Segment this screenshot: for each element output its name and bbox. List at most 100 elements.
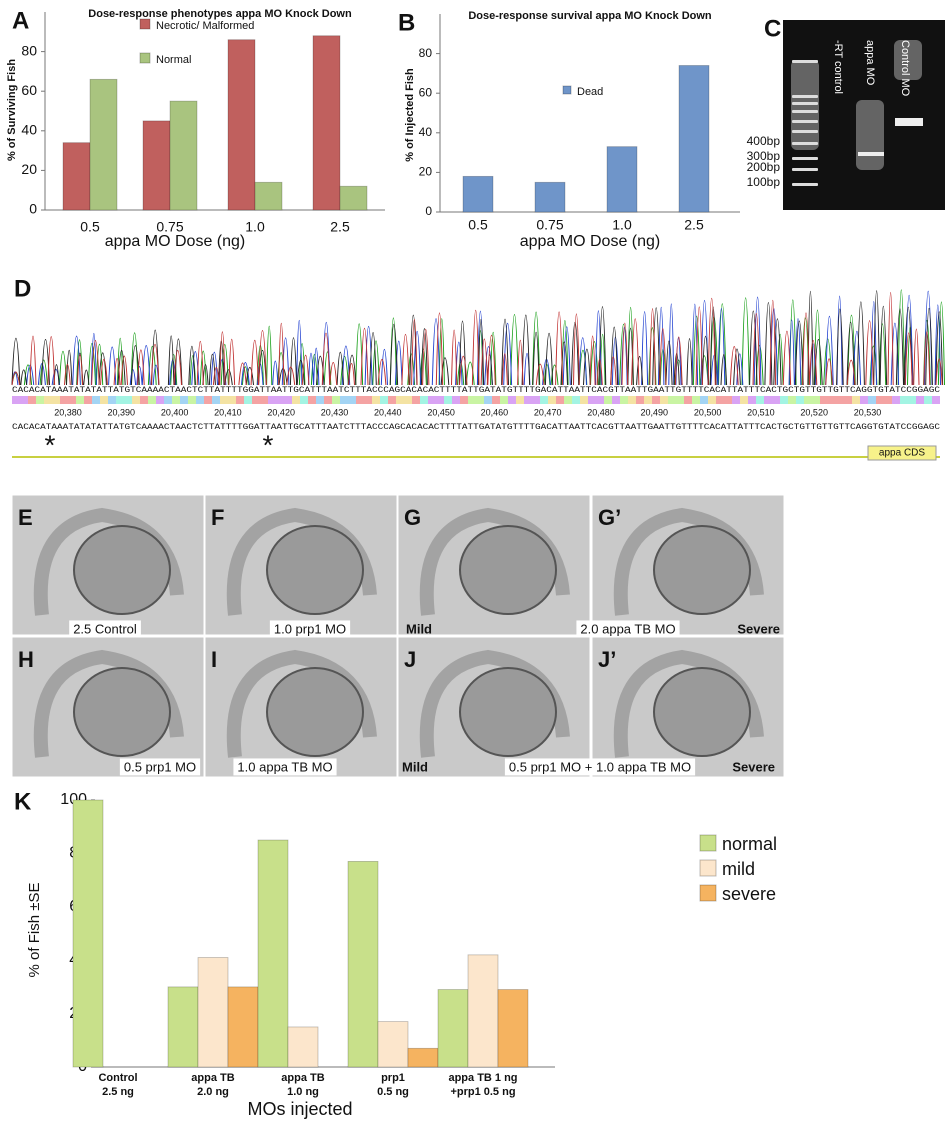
- x-tick-label: Control: [98, 1072, 137, 1084]
- gel-band: [792, 130, 818, 133]
- gel-lane-label: Control MO: [899, 40, 911, 97]
- translation-cell: [396, 396, 404, 404]
- panel-label: B: [398, 9, 415, 36]
- translation-cell: [916, 396, 924, 404]
- bar: [142, 120, 171, 211]
- translation-cell: [356, 396, 364, 404]
- bar: [227, 986, 259, 1068]
- position-label: 20,420: [267, 407, 295, 417]
- panel-label: K: [14, 788, 32, 815]
- embryo-yolk: [459, 667, 557, 757]
- translation-cell: [404, 396, 412, 404]
- gel-band: [858, 152, 884, 156]
- feature-box: [867, 445, 937, 461]
- gel-band: [792, 60, 818, 63]
- panel-label: J: [404, 647, 416, 672]
- image-caption: 1.0 appa TB MO: [237, 759, 332, 774]
- translation-cell: [612, 396, 620, 404]
- translation-cell: [572, 396, 580, 404]
- translation-cell: [140, 396, 148, 404]
- translation-cell: [460, 396, 468, 404]
- x-tick-label: 0.5: [468, 217, 488, 233]
- gel-band: [792, 110, 818, 113]
- position-label: 20,450: [427, 407, 455, 417]
- translation-cell: [676, 396, 684, 404]
- bar: [89, 78, 118, 211]
- translation-cell: [884, 396, 892, 404]
- translation-cell: [820, 396, 828, 404]
- translation-cell: [372, 396, 380, 404]
- panel-label: E: [18, 505, 33, 530]
- translation-cell: [500, 396, 508, 404]
- legend-swatch: [699, 859, 717, 877]
- embryo-yolk: [653, 667, 751, 757]
- caption-background: [69, 620, 141, 638]
- bar: [407, 1047, 439, 1068]
- y-axis-label: % of Surviving Fish: [6, 59, 18, 161]
- translation-cell: [76, 396, 84, 404]
- y-axis-label: % of Injected Fish: [404, 68, 416, 162]
- x-tick-label: 0.75: [156, 219, 183, 235]
- embryo-yolk: [73, 667, 171, 757]
- y-tick-label: 20: [419, 165, 433, 179]
- translation-cell: [788, 396, 796, 404]
- x-tick-label: 1.0: [612, 217, 632, 233]
- translation-cell: [84, 396, 92, 404]
- position-label: 20,500: [694, 407, 722, 417]
- image-caption: 0.5 prp1 MO: [124, 759, 196, 774]
- legend-swatch: [139, 18, 151, 30]
- image-caption: 1.0 prp1 MO: [274, 621, 346, 636]
- y-tick-label: 60: [21, 82, 37, 98]
- translation-cell: [508, 396, 516, 404]
- translation-cell: [532, 396, 540, 404]
- chromatogram-trace: [11, 291, 943, 386]
- bar: [254, 181, 283, 211]
- image-caption: Mild: [406, 621, 432, 636]
- x-axis-label: appa MO Dose (ng): [105, 233, 246, 250]
- translation-cell: [484, 396, 492, 404]
- translation-cell: [68, 396, 76, 404]
- gel-smear: [894, 40, 922, 80]
- translation-cell: [636, 396, 644, 404]
- legend-label: Necrotic/ Malformed: [156, 20, 254, 32]
- caption-background: [119, 758, 201, 776]
- bar: [678, 65, 710, 213]
- translation-cell: [580, 396, 588, 404]
- embryo-yolk: [73, 525, 171, 615]
- gel-band: [792, 142, 818, 145]
- translation-cell: [132, 396, 140, 404]
- translation-cell: [668, 396, 676, 404]
- translation-cell: [780, 396, 788, 404]
- chromatogram-trace: [11, 290, 944, 386]
- legend-swatch: [699, 834, 717, 852]
- translation-cell: [932, 396, 940, 404]
- translation-cell: [660, 396, 668, 404]
- x-tick-label: appa TB 1 ng: [448, 1072, 517, 1084]
- translation-cell: [12, 396, 20, 404]
- gel-band: [792, 168, 818, 171]
- translation-cell: [700, 396, 708, 404]
- y-tick-label: 0: [425, 204, 432, 218]
- translation-cell: [836, 396, 844, 404]
- translation-cell: [116, 396, 124, 404]
- translation-cell: [36, 396, 44, 404]
- legend-swatch: [562, 85, 572, 95]
- translation-cell: [436, 396, 444, 404]
- translation-cell: [756, 396, 764, 404]
- translation-cell: [540, 396, 548, 404]
- bar: [347, 861, 379, 1068]
- translation-cell: [124, 396, 132, 404]
- legend-label: normal: [722, 834, 777, 854]
- translation-cell: [244, 396, 252, 404]
- translation-cell: [804, 396, 812, 404]
- bar: [312, 35, 341, 211]
- translation-cell: [260, 396, 268, 404]
- x-tick-label: 1.0 ng: [287, 1086, 319, 1098]
- gel-band: [792, 183, 818, 186]
- x-tick-label: 2.5: [684, 217, 704, 233]
- panel-label: A: [12, 7, 29, 34]
- translation-cell: [452, 396, 460, 404]
- translation-cell: [860, 396, 868, 404]
- translation-cell: [492, 396, 500, 404]
